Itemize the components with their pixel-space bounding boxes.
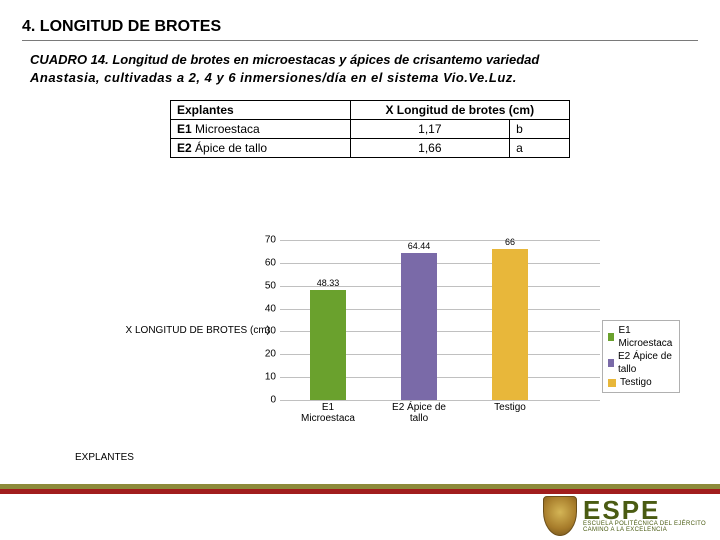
logo-line2: CAMINO A LA EXCELENCIA bbox=[583, 528, 706, 533]
y-tick-label: 30 bbox=[265, 326, 276, 337]
shield-icon bbox=[543, 496, 577, 536]
table-row: E2 Ápice de tallo 1,66 a bbox=[171, 139, 570, 158]
legend-swatch bbox=[608, 359, 614, 367]
caption-line2: Anastasia, cultivadas a 2, 4 y 6 inmersi… bbox=[30, 70, 517, 85]
footer-stripe bbox=[0, 484, 720, 494]
data-table: Explantes X Longitud de brotes (cm) E1 E… bbox=[170, 100, 570, 158]
row-value: 1,66 bbox=[350, 139, 510, 158]
section-title: 4. LONGITUD DE BROTES bbox=[0, 0, 720, 38]
legend-swatch bbox=[608, 333, 614, 341]
category-label: E2 Ápice detallo bbox=[379, 402, 459, 424]
chart-bar: 48.33 bbox=[310, 290, 346, 400]
chart-bar: 64.44 bbox=[401, 253, 437, 400]
table-row: E1 E1 MicroestacaMicroestaca 1,17 b bbox=[171, 120, 570, 139]
legend-item: E1 Microestaca bbox=[608, 324, 674, 350]
x-axis-title: EXPLANTES bbox=[75, 452, 134, 463]
table-header-right: X Longitud de brotes (cm) bbox=[350, 101, 569, 120]
plot-area: 01020304050607048.33E1Microestaca64.44E2… bbox=[280, 240, 600, 400]
bar-chart: X LONGITUD DE BROTES (cm) 01020304050607… bbox=[120, 230, 640, 430]
y-tick-label: 50 bbox=[265, 280, 276, 291]
legend-label: E2 Ápice de tallo bbox=[618, 350, 674, 376]
table-header-row: Explantes X Longitud de brotes (cm) bbox=[171, 101, 570, 120]
chart-bar: 66 bbox=[492, 249, 528, 400]
chart-legend: E1 MicroestacaE2 Ápice de talloTestigo bbox=[602, 320, 680, 393]
legend-item: E2 Ápice de tallo bbox=[608, 350, 674, 376]
table-caption: CUADRO 14. Longitud de brotes en microes… bbox=[0, 41, 720, 86]
y-tick-label: 10 bbox=[265, 372, 276, 383]
category-label: Testigo bbox=[470, 402, 550, 413]
logo-text: ESPE ESCUELA POLITÉCNICA DEL EJÉRCITO CA… bbox=[583, 499, 706, 533]
y-tick-label: 70 bbox=[265, 235, 276, 246]
grid-line bbox=[280, 240, 600, 241]
row-group: a bbox=[510, 139, 570, 158]
caption-line1: CUADRO 14. Longitud de brotes en microes… bbox=[30, 52, 539, 67]
legend-label: Testigo bbox=[620, 376, 652, 389]
bar-value-label: 64.44 bbox=[401, 241, 437, 251]
y-tick-label: 40 bbox=[265, 303, 276, 314]
category-label: E1Microestaca bbox=[288, 402, 368, 424]
grid-line bbox=[280, 400, 600, 401]
bar-value-label: 66 bbox=[492, 237, 528, 247]
row-value: 1,17 bbox=[350, 120, 510, 139]
footer-red bbox=[0, 489, 720, 494]
y-tick-label: 20 bbox=[265, 349, 276, 360]
table-header-left: Explantes bbox=[171, 101, 351, 120]
grid-line bbox=[280, 263, 600, 264]
y-axis-label: X LONGITUD DE BROTES (cm) bbox=[120, 325, 270, 336]
legend-item: Testigo bbox=[608, 376, 674, 389]
legend-swatch bbox=[608, 379, 616, 387]
row-label: E1 E1 MicroestacaMicroestaca bbox=[171, 120, 351, 139]
bar-value-label: 48.33 bbox=[310, 278, 346, 288]
row-group: b bbox=[510, 120, 570, 139]
y-tick-label: 60 bbox=[265, 257, 276, 268]
y-tick-label: 0 bbox=[270, 395, 276, 406]
logo-acronym: ESPE bbox=[583, 499, 706, 522]
espe-logo: ESPE ESCUELA POLITÉCNICA DEL EJÉRCITO CA… bbox=[543, 496, 706, 536]
row-label: E2 Ápice de tallo bbox=[171, 139, 351, 158]
legend-label: E1 Microestaca bbox=[618, 324, 673, 350]
